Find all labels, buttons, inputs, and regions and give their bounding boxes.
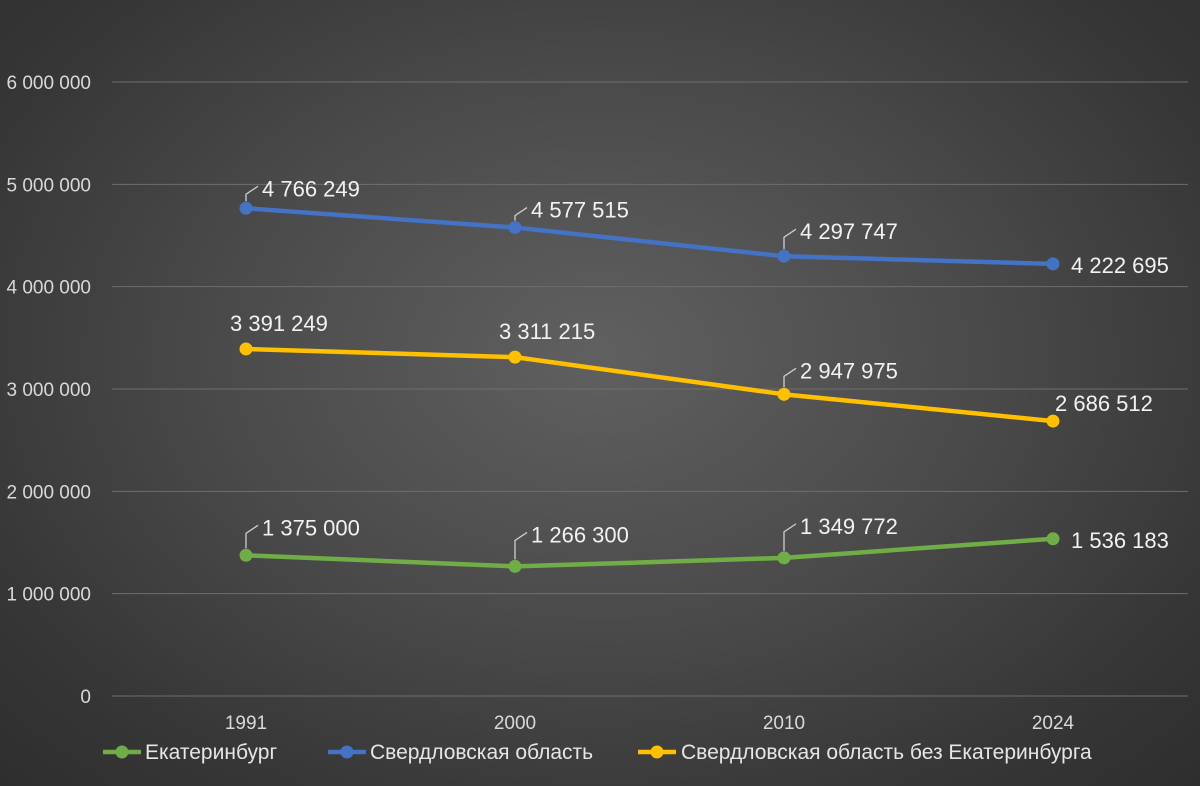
series-lines — [239, 201, 1060, 573]
x-tick-label: 2024 — [1032, 713, 1075, 734]
label-leader-line — [514, 207, 528, 221]
data-label: 3 311 215 — [499, 319, 595, 344]
data-label: 2 686 512 — [1055, 391, 1153, 416]
data-point — [508, 559, 522, 573]
data-point — [777, 387, 791, 401]
data-label: 1 375 000 — [262, 515, 360, 540]
y-tick-label: 5 000 000 — [6, 175, 91, 196]
legend-marker — [115, 745, 129, 759]
y-axis: 0 1 000 000 2 000 000 3 000 000 4 000 000 5 0… — [6, 73, 91, 708]
y-tick-label: 2 000 000 — [6, 482, 91, 503]
label-leader-line — [514, 531, 528, 560]
legend: Екатеринбург Свердловская область Свердлов… — [103, 741, 1092, 764]
data-label: 4 577 515 — [531, 198, 629, 223]
legend-item: Свердловская область без Екатеринбурга — [638, 741, 1092, 764]
data-label: 4 766 249 — [262, 176, 360, 201]
legend-label: Свердловская область — [370, 741, 593, 764]
y-tick-label: 3 000 000 — [6, 380, 91, 401]
y-tick-label: 0 — [80, 687, 91, 708]
label-leader-line — [783, 228, 797, 250]
x-tick-label: 2000 — [494, 713, 536, 734]
legend-marker — [340, 745, 354, 759]
legend-marker — [650, 745, 664, 759]
data-label: 1 349 772 — [800, 514, 898, 539]
series-line — [243, 536, 1056, 569]
label-leader-line — [245, 185, 259, 202]
data-label: 4 297 747 — [800, 219, 898, 244]
y-tick-label: 4 000 000 — [6, 278, 91, 299]
y-tick-label: 1 000 000 — [6, 585, 91, 606]
data-point — [239, 342, 253, 356]
data-point — [777, 249, 791, 263]
data-labels: 1 375 000 1 266 300 1 349 772 1 536 183 4 76… — [230, 176, 1169, 560]
data-label: 2 947 975 — [800, 358, 898, 383]
label-leader-line — [783, 523, 797, 551]
series-line — [243, 206, 1056, 267]
series-line — [243, 346, 1056, 424]
label-leader-line — [783, 367, 797, 388]
label-leader-line — [245, 524, 259, 549]
data-point — [239, 548, 253, 562]
data-point — [239, 201, 253, 215]
legend-label: Свердловская область без Екатеринбурга — [681, 741, 1092, 764]
gridlines — [112, 81, 1188, 697]
x-axis: 1991 2000 2010 2024 — [225, 713, 1075, 734]
data-point — [508, 221, 522, 235]
y-tick-label: 6 000 000 — [6, 73, 91, 94]
data-point — [1046, 532, 1060, 546]
data-point — [777, 551, 791, 565]
legend-label: Екатеринбург — [145, 741, 277, 764]
data-label: 1 536 183 — [1071, 528, 1169, 553]
data-label: 1 266 300 — [531, 522, 629, 547]
data-point — [508, 350, 522, 364]
data-point — [1046, 257, 1060, 271]
legend-item: Екатеринбург — [103, 741, 277, 764]
legend-item: Свердловская область — [328, 741, 593, 764]
x-tick-label: 1991 — [225, 713, 267, 734]
data-label: 3 391 249 — [230, 311, 328, 336]
data-label: 4 222 695 — [1071, 253, 1169, 278]
x-tick-label: 2010 — [763, 713, 805, 734]
data-point — [1046, 414, 1060, 428]
